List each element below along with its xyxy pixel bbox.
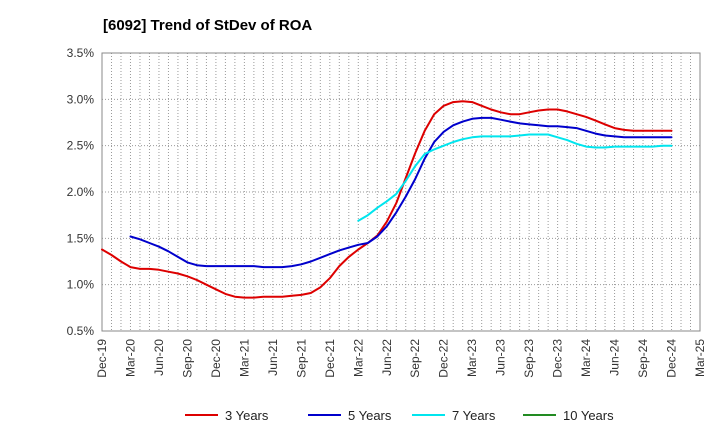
chart-title: [6092] Trend of StDev of ROA — [103, 17, 312, 34]
x-tick-label: Mar-20 — [123, 339, 137, 377]
x-tick-label: Mar-23 — [465, 339, 479, 377]
y-tick-label: 0.5% — [67, 324, 95, 338]
legend-label: 3 Years — [225, 408, 269, 423]
legend-label: 10 Years — [563, 408, 614, 423]
x-tick-label: Jun-23 — [494, 339, 508, 376]
x-tick-label: Jun-24 — [608, 339, 622, 376]
x-tick-label: Sep-21 — [294, 339, 308, 378]
x-tick-label: Sep-22 — [408, 339, 422, 378]
x-tick-label: Jun-21 — [266, 339, 280, 376]
y-tick-label: 2.0% — [67, 185, 95, 199]
x-tick-label: Jun-22 — [380, 339, 394, 376]
x-tick-label: Dec-22 — [437, 339, 451, 378]
series-line-3 — [357, 133, 673, 222]
x-tick-label: Dec-24 — [665, 339, 679, 378]
y-tick-label: 3.0% — [67, 92, 95, 106]
x-tick-label: Mar-22 — [351, 339, 365, 377]
series-line-1 — [101, 100, 673, 299]
series-line-2 — [129, 116, 673, 269]
y-tick-label: 3.5% — [67, 46, 95, 60]
x-tick-label: Dec-23 — [551, 339, 565, 378]
legend-label: 5 Years — [348, 408, 392, 423]
plot-area: 0.5% 1.0% 1.5% 2.0% 2.5% 3.0% 3.5% Dec-19 Mar-20… — [67, 46, 707, 378]
x-tick-label: Dec-20 — [209, 339, 223, 378]
legend-label: 7 Years — [452, 408, 496, 423]
x-tick-label: Mar-25 — [693, 339, 707, 377]
y-tick-label: 1.0% — [67, 278, 95, 292]
x-tick-label: Jun-20 — [152, 339, 166, 376]
x-tick-label: Sep-24 — [636, 339, 650, 378]
x-tick-label: Dec-19 — [95, 339, 109, 378]
plot-frame — [101, 52, 701, 332]
legend: 3 Years 5 Years 7 Years 10 Years — [185, 408, 614, 423]
x-tick-label: Sep-20 — [180, 339, 194, 378]
x-tick-label: Mar-21 — [237, 339, 251, 377]
x-tick-label: Dec-21 — [323, 339, 337, 378]
y-tick-label: 2.5% — [67, 139, 95, 153]
x-tick-label: Sep-23 — [522, 339, 536, 378]
y-tick-label: 1.5% — [67, 231, 95, 245]
x-tick-label: Mar-24 — [579, 339, 593, 377]
